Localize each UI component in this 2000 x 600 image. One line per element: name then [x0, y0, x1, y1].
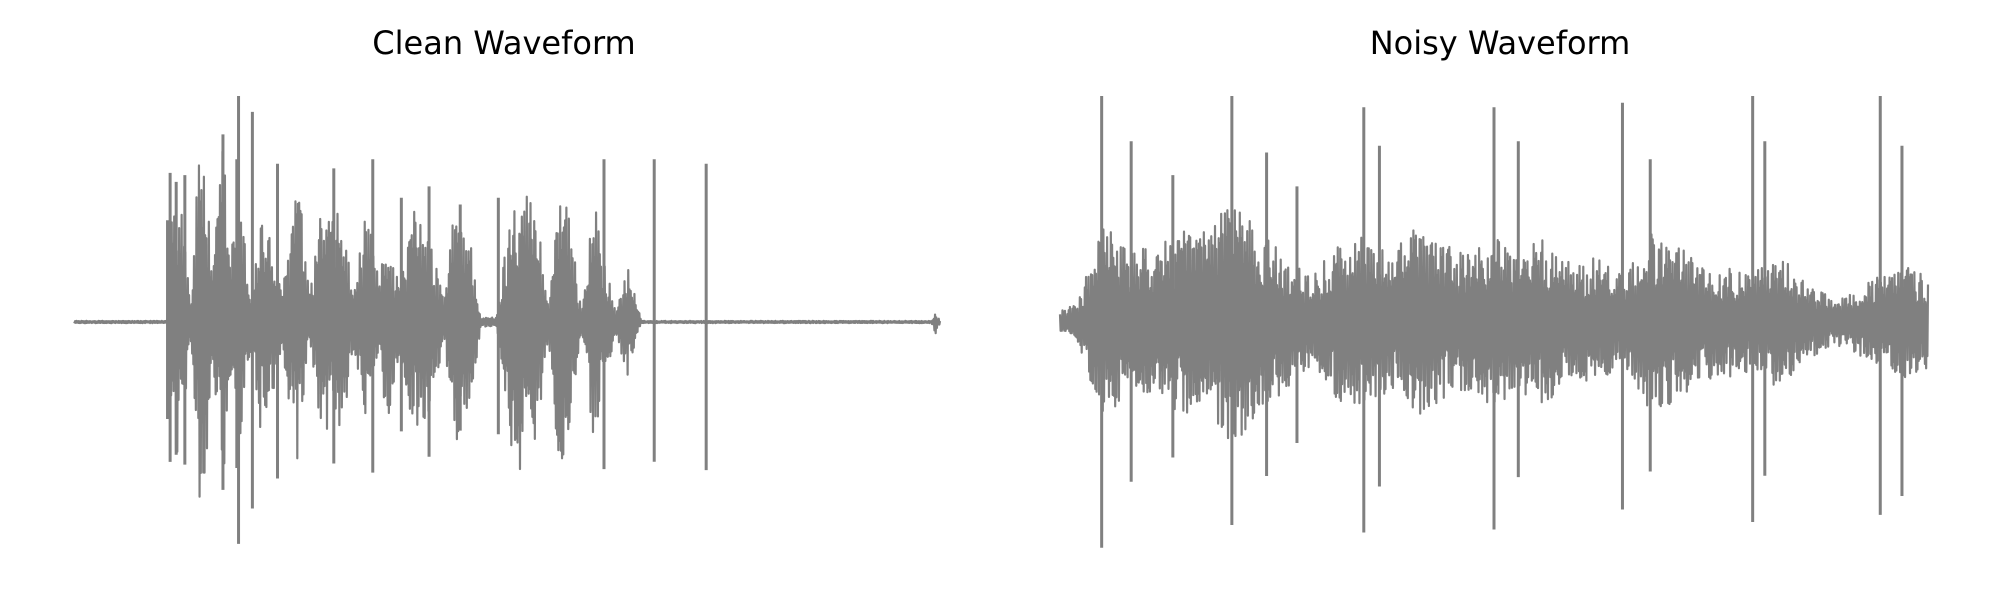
clean-waveform-panel: Clean Waveform: [73, 24, 942, 544]
clean-waveform-plot: [73, 96, 942, 544]
noisy-waveform-panel: Noisy Waveform: [1000, 0, 2000, 600]
clean-waveform-title: Clean Waveform: [372, 24, 636, 62]
noisy-waveform-plot: [1058, 96, 1930, 548]
noisy-waveform-title: Noisy Waveform: [1369, 24, 1631, 62]
clean-waveform-line: [73, 150, 942, 498]
